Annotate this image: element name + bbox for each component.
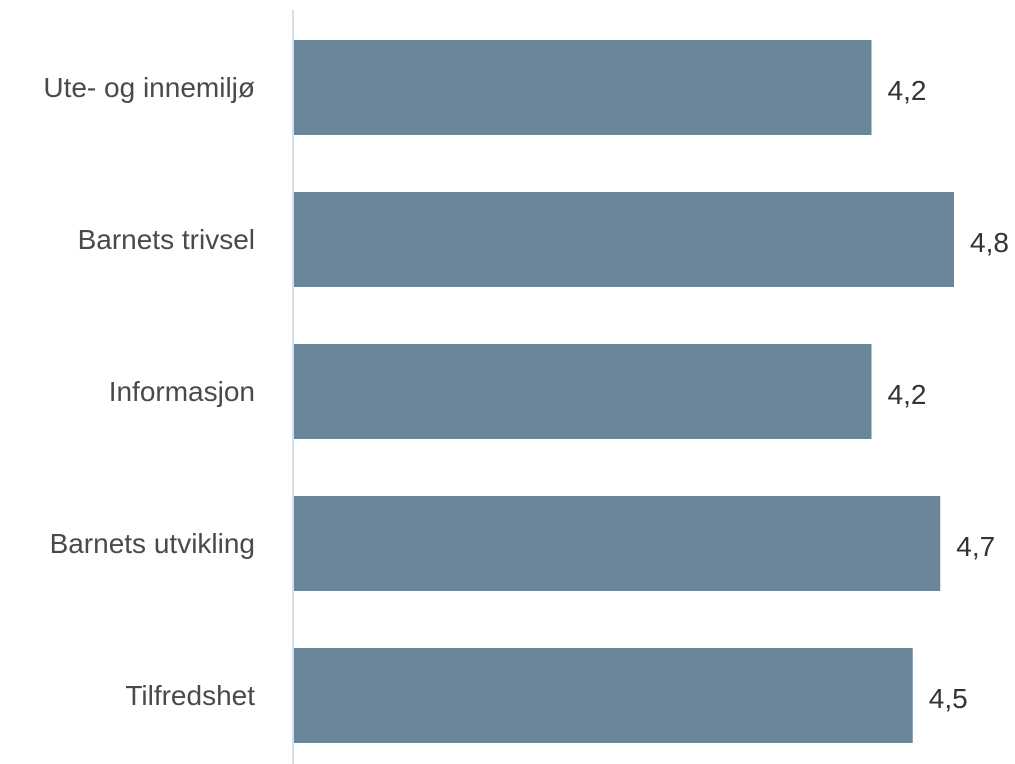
bar: [294, 192, 954, 287]
category-label: Informasjon: [109, 376, 255, 407]
category-label: Tilfredshet: [125, 680, 255, 711]
value-label: 4,2: [888, 379, 927, 410]
bar: [294, 648, 913, 743]
value-label: 4,8: [970, 227, 1009, 258]
value-label: 4,7: [956, 531, 995, 562]
value-labels-group: 4,2 4,8 4,2 4,7 4,5: [888, 75, 1009, 714]
bars-group: [294, 40, 954, 743]
category-label: Barnets utvikling: [50, 528, 255, 559]
bar: [294, 40, 872, 135]
bar: [294, 344, 872, 439]
category-labels-group: Ute- og innemiljø Barnets trivsel Informas…: [43, 72, 255, 711]
category-label: Barnets trivsel: [78, 224, 255, 255]
bar: [294, 496, 941, 591]
value-label: 4,5: [929, 683, 968, 714]
category-label: Ute- og innemiljø: [43, 72, 255, 103]
value-label: 4,2: [888, 75, 927, 106]
